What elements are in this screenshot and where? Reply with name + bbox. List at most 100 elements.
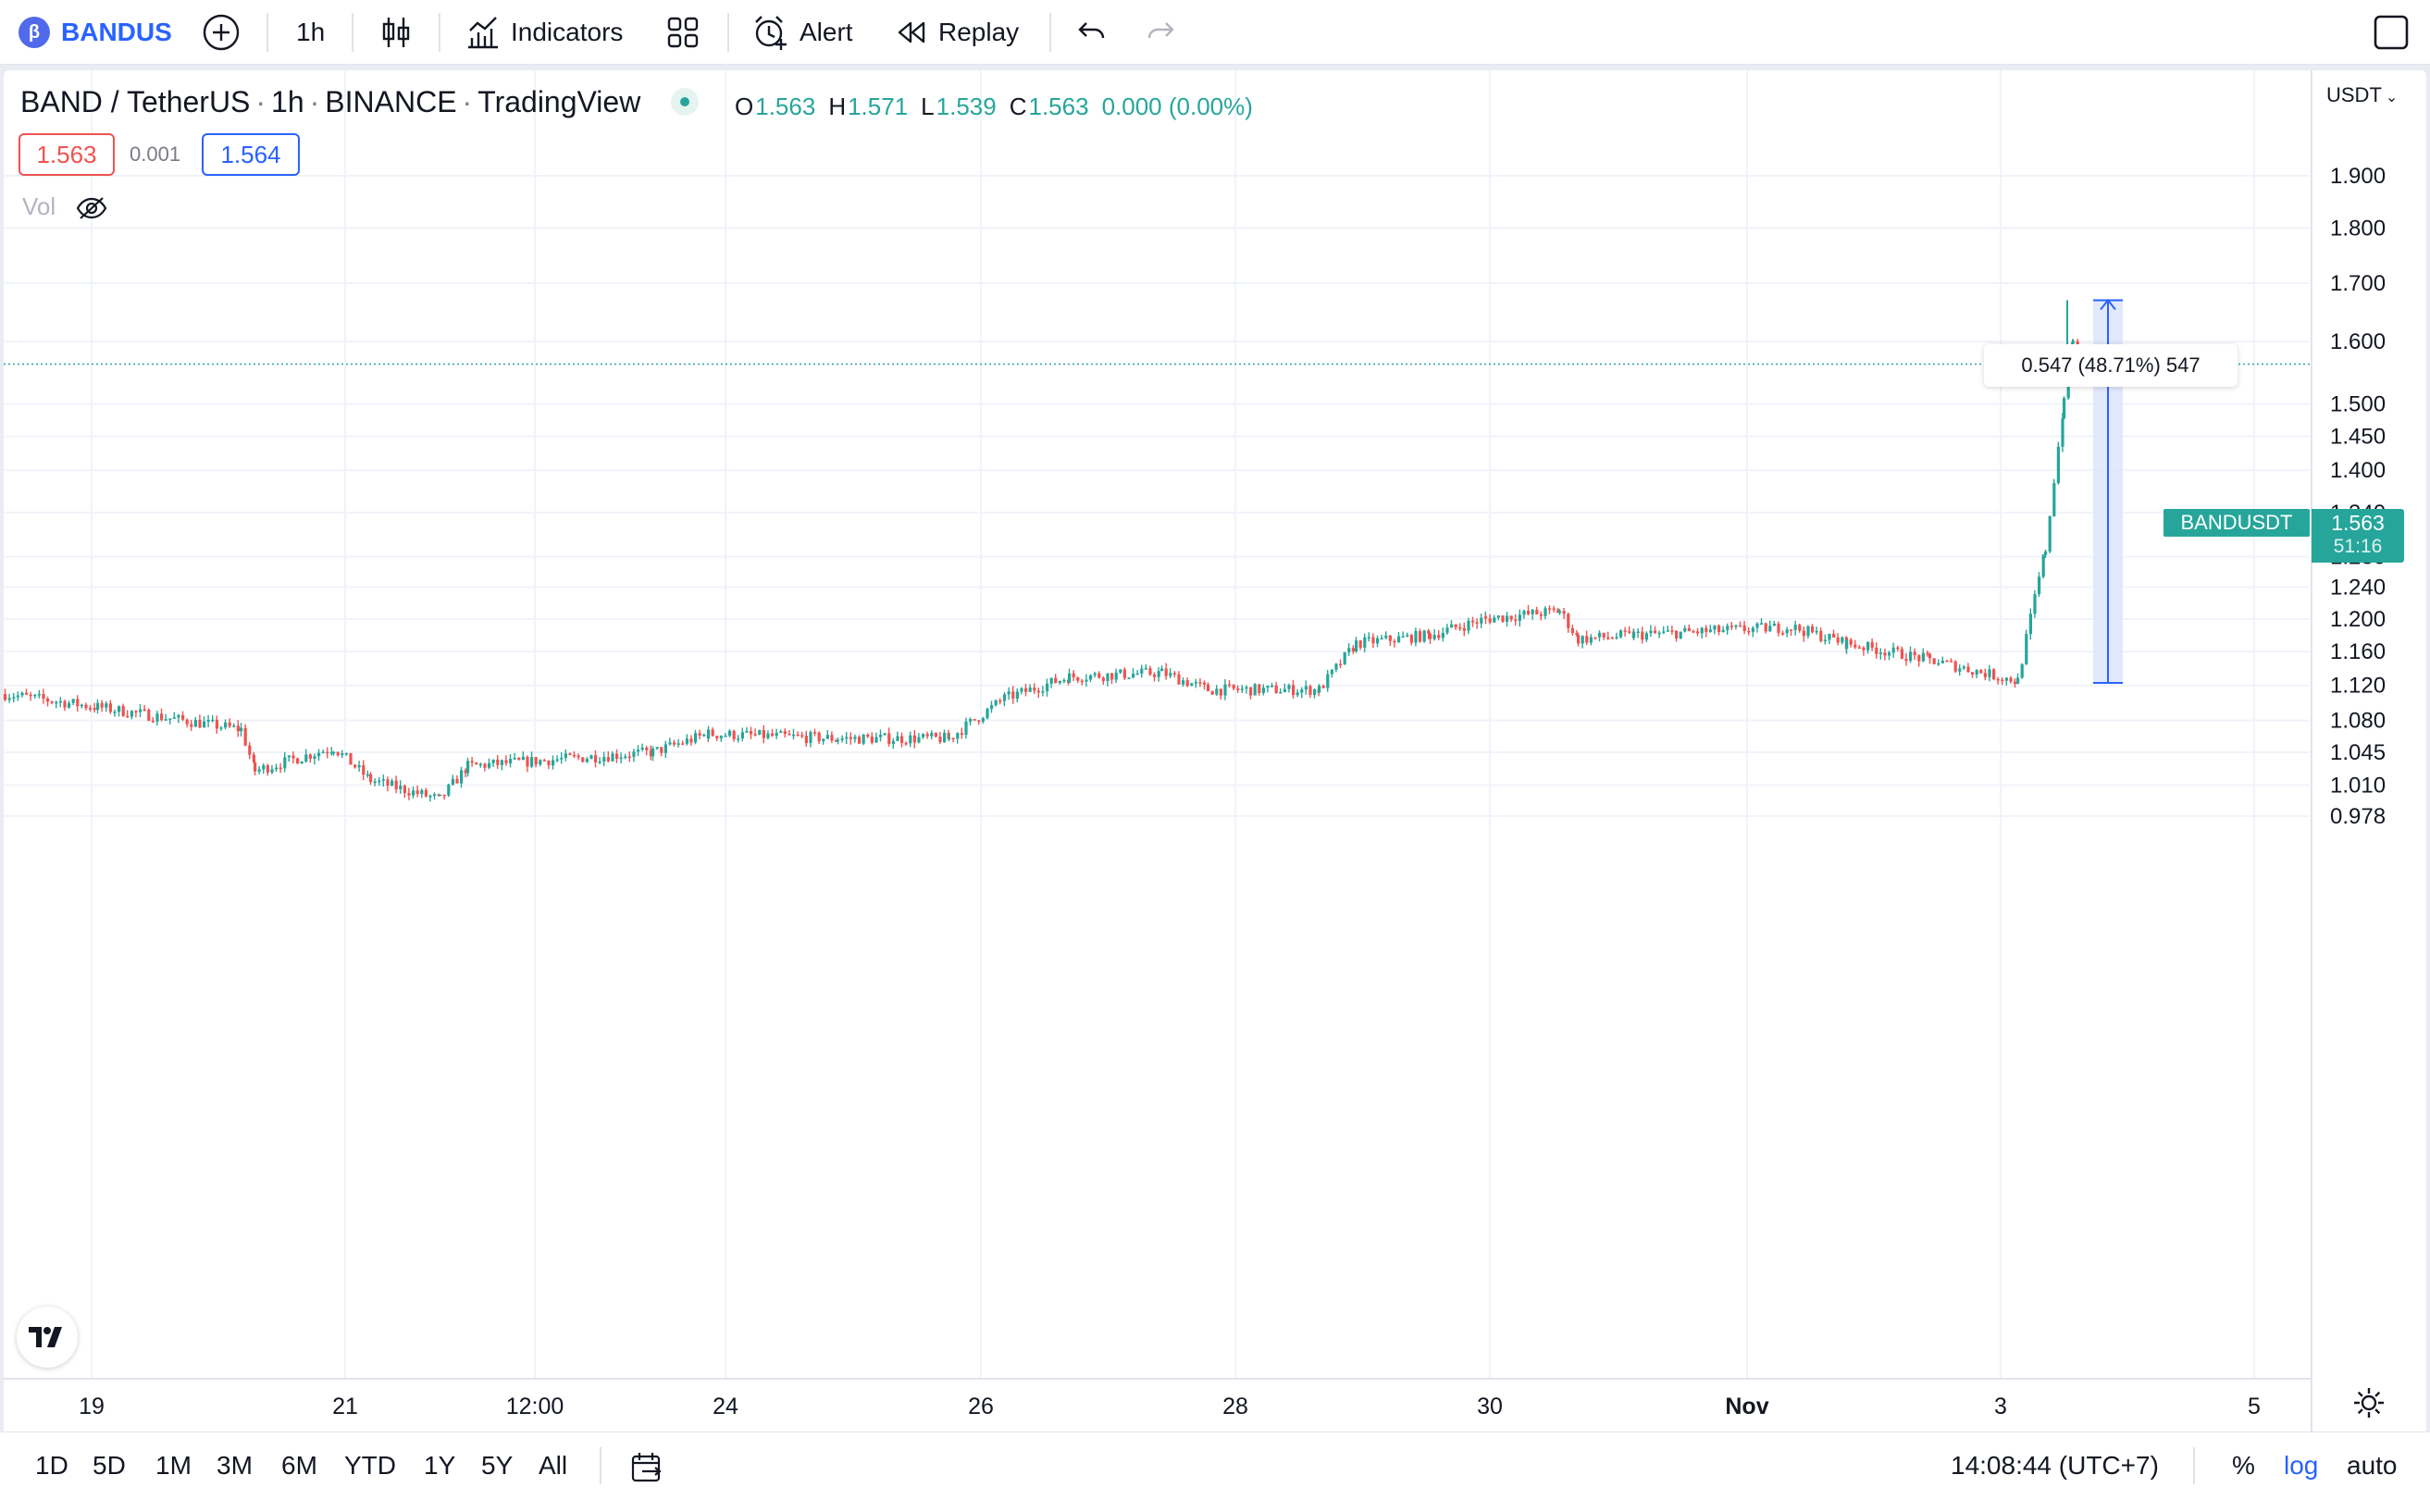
candle-body xyxy=(1687,627,1691,632)
buy-price-button[interactable]: 1.564 xyxy=(202,133,300,176)
band-logo-icon: β xyxy=(19,17,50,48)
range-button-6m[interactable]: 6M xyxy=(281,1451,317,1480)
candle-body xyxy=(1628,631,1631,633)
candle-body xyxy=(896,736,899,741)
spread-value: 0.001 xyxy=(130,143,181,166)
time-axis[interactable]: 19 21 12:00 24 26 28 30 Nov 3 5 xyxy=(79,1394,2261,1419)
candle-body xyxy=(969,719,973,722)
candle-body xyxy=(1862,647,1866,651)
alert-button[interactable]: Alert xyxy=(751,0,853,65)
candle-body xyxy=(168,718,172,720)
clock-timezone[interactable]: 14:08:44 (UTC+7) xyxy=(1951,1451,2159,1480)
candle-body xyxy=(1114,672,1118,680)
candle-body xyxy=(76,699,80,707)
price-axis[interactable]: 1.9001.8001.7001.6001.5001.4501.4001.340… xyxy=(2330,164,2386,829)
chart-type-button[interactable] xyxy=(378,0,415,65)
candle-body xyxy=(1351,648,1355,651)
replay-button[interactable]: Replay xyxy=(896,0,1019,65)
market-status-icon[interactable] xyxy=(671,87,700,116)
candle-body xyxy=(1432,635,1436,639)
candle-body xyxy=(994,700,998,706)
candle-body xyxy=(1501,615,1505,622)
candle-body xyxy=(2004,677,2008,681)
candle-body xyxy=(1768,626,1772,632)
candle-body xyxy=(1177,674,1181,685)
auto-scale-button[interactable]: auto xyxy=(2347,1451,2398,1480)
tradingview-logo[interactable] xyxy=(17,1307,78,1368)
candle-body xyxy=(1866,641,1870,651)
symbol-search-button[interactable]: β BANDUS xyxy=(19,0,172,65)
candle-body xyxy=(619,757,623,760)
candle-body xyxy=(424,789,428,797)
range-button-1d[interactable]: 1D xyxy=(35,1451,68,1480)
layouts-button[interactable] xyxy=(664,0,701,65)
indicators-button[interactable]: Indicators xyxy=(465,0,623,65)
interval-button[interactable]: 1h xyxy=(296,0,325,65)
range-button-1m[interactable]: 1M xyxy=(155,1451,192,1480)
candle-body xyxy=(37,693,41,696)
candle-body xyxy=(412,790,415,796)
log-scale-button[interactable]: log xyxy=(2284,1451,2319,1480)
candle-body xyxy=(1454,624,1457,627)
candle-body xyxy=(1194,682,1197,684)
candle-body xyxy=(1556,609,1560,613)
price-tick-label: 1.500 xyxy=(2330,391,2386,416)
candle-body xyxy=(1819,630,1823,641)
range-button-3m[interactable]: 3M xyxy=(217,1451,253,1480)
range-button-5d[interactable]: 5D xyxy=(93,1451,126,1480)
currency-selector[interactable]: USDT ⌄ xyxy=(2326,83,2398,107)
candle-body xyxy=(1015,691,1019,699)
price-tick-label: 1.080 xyxy=(2330,709,2386,734)
candle-body xyxy=(1414,631,1418,643)
change-value: 0.000 (0.00%) xyxy=(1101,93,1253,120)
candle-body xyxy=(775,732,778,737)
candle-body xyxy=(1496,615,1500,618)
range-button-all[interactable]: All xyxy=(539,1451,568,1480)
undo-button[interactable] xyxy=(1075,0,1109,65)
candle-body xyxy=(478,763,482,766)
candle-body xyxy=(1708,629,1712,632)
compare-add-button[interactable] xyxy=(202,0,241,65)
chart-grid xyxy=(4,70,2310,1379)
percent-scale-button[interactable]: % xyxy=(2232,1451,2255,1480)
candle-body xyxy=(1347,648,1351,652)
candle-body xyxy=(353,764,357,768)
candle-body xyxy=(862,734,865,744)
range-button-ytd[interactable]: YTD xyxy=(344,1451,396,1480)
chart-pane[interactable]: 1.9001.8001.7001.6001.5001.4501.4001.340… xyxy=(4,70,2426,1503)
price-tick-label: 1.400 xyxy=(2330,458,2386,483)
candle-body xyxy=(1544,608,1547,616)
chart-settings-button[interactable] xyxy=(2350,1384,2391,1425)
candle-body xyxy=(1080,680,1084,683)
range-button-1y[interactable]: 1Y xyxy=(424,1451,456,1480)
gear-icon xyxy=(2354,1388,2384,1418)
candle-body xyxy=(1878,652,1882,654)
candle-body xyxy=(694,733,698,743)
redo-button[interactable] xyxy=(1144,0,1177,65)
price-chart[interactable]: 1.9001.8001.7001.6001.5001.4501.4001.340… xyxy=(4,70,2426,1503)
candle-body xyxy=(1654,630,1657,634)
candle-body xyxy=(415,790,419,794)
candle-body xyxy=(1932,658,1936,664)
candle-body xyxy=(577,755,580,758)
goto-date-button[interactable] xyxy=(629,1449,666,1491)
interval-label: 1h xyxy=(296,18,326,46)
last-price-value: 1.563 xyxy=(2331,511,2385,535)
candle-body xyxy=(391,780,394,787)
range-button-5y[interactable]: 5Y xyxy=(481,1451,514,1480)
sell-price-button[interactable]: 1.563 xyxy=(19,133,115,176)
candle-body xyxy=(1527,610,1531,614)
chevron-down-icon: ⌄ xyxy=(2385,90,2399,105)
candle-body xyxy=(1853,644,1857,648)
candle-body xyxy=(1253,684,1257,696)
fullscreen-button[interactable] xyxy=(2373,0,2410,65)
ohlc-values: O1.563 H1.571 L1.539 C1.563 0.000 (0.00%) xyxy=(735,93,1266,121)
candle-body xyxy=(181,714,185,720)
candle-body xyxy=(93,708,96,711)
candle-body xyxy=(1097,673,1101,678)
candle-body xyxy=(1552,608,1556,611)
redo-icon xyxy=(1147,22,1174,39)
candle-body xyxy=(1632,632,1636,638)
eye-off-icon[interactable] xyxy=(75,195,108,221)
candle-body xyxy=(998,700,1002,702)
